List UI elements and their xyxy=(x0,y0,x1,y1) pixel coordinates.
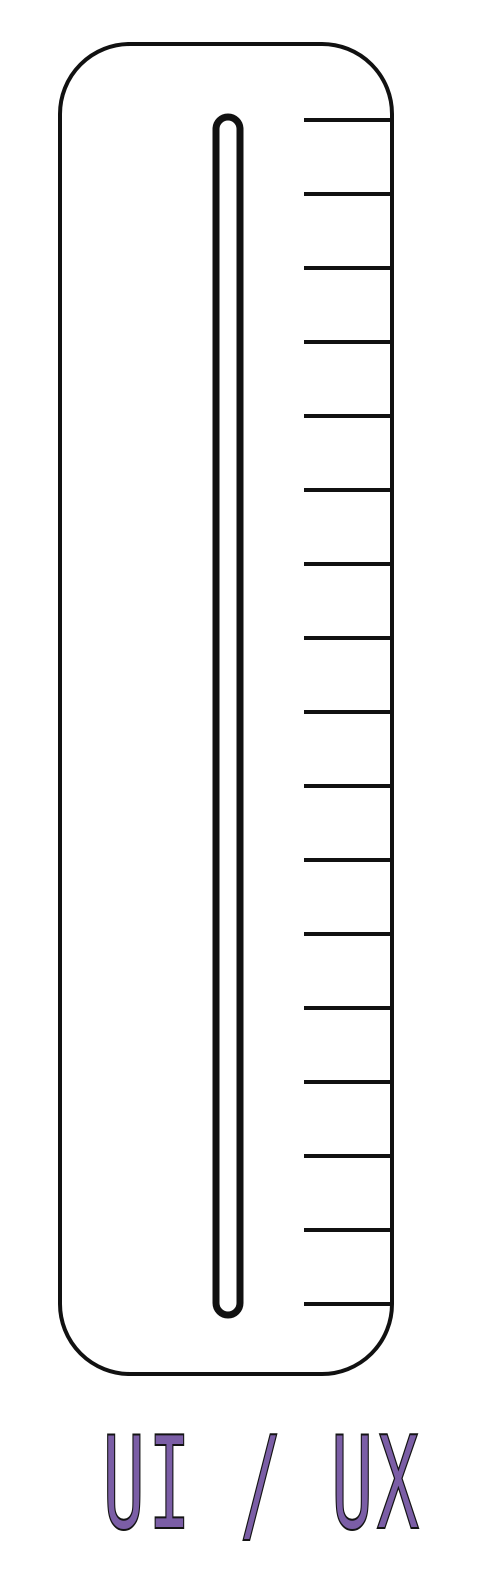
caption-label: UI / UX xyxy=(102,1409,423,1560)
gauge-tick-marks xyxy=(304,118,392,1306)
gauge-tube xyxy=(212,113,244,1319)
